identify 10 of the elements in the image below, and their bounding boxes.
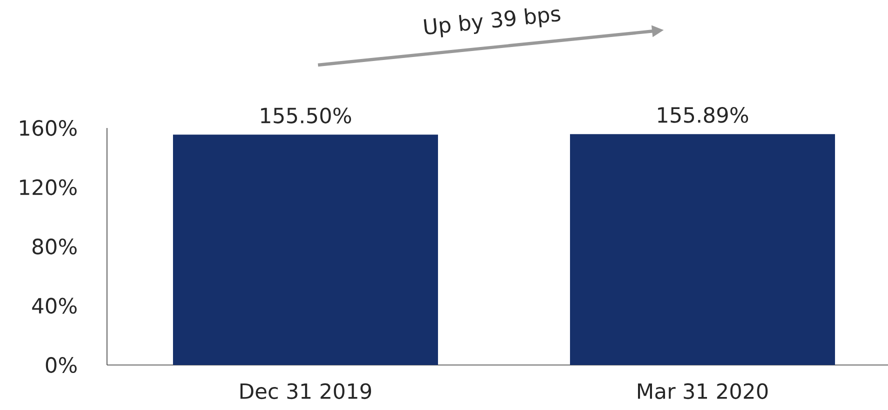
x-tick-label: Mar 31 2020 (638, 383, 768, 400)
y-tick-label: 40% (32, 298, 77, 314)
x-tick-label: Dec 31 2019 (240, 383, 372, 400)
y-tick-label: 0% (46, 357, 77, 373)
y-tick-label: 120% (20, 179, 77, 196)
y-tick-label: 160% (20, 120, 77, 136)
text: Up by 39 bps (424, 8, 560, 38)
y-tick-label: 80% (32, 238, 77, 254)
data-label: 155.50% (261, 108, 352, 124)
data-label: 155.89% (658, 106, 748, 123)
